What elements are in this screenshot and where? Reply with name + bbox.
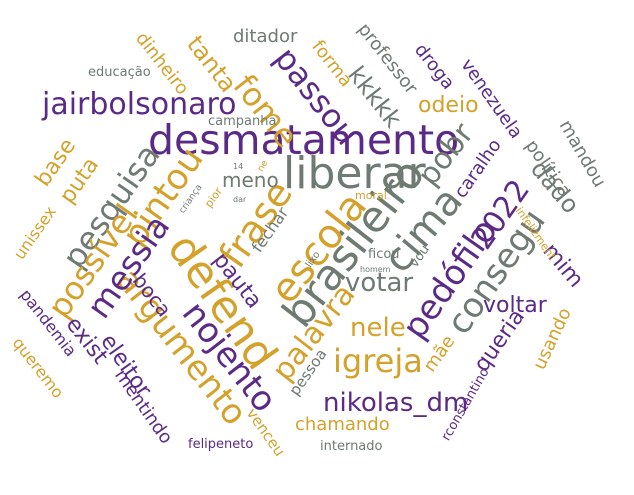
word-liberar: liberar [283,148,426,199]
word-voltar: voltar [483,293,547,318]
word-nele: nele [350,313,406,343]
word-14: 14 [233,162,244,171]
word-ficou: ficou [368,247,400,262]
word-pior: pior [202,185,226,210]
word-votar: votar [345,268,414,298]
word-unissex: unissex [9,202,60,263]
word-moral: moral [355,189,387,202]
word-campanha: campanha [208,114,277,129]
word-felipeneto: felipeneto [188,437,254,452]
word-chamando: chamando [295,414,390,435]
word-dar: dar [233,195,247,204]
word-nikolas_dm: nikolas_dm [323,388,469,418]
word-homem: homem [360,265,391,274]
word-odeio: odeio [418,93,479,118]
word-educacao: educação [88,65,151,80]
word-internado: internado [320,439,383,454]
word-igreja: igreja [333,342,423,380]
word-jairbolsonaro: jairbolsonaro [42,87,237,122]
word-desmatamento: desmatamento [148,116,460,164]
word-meno: meno [222,168,279,192]
word-ditador: ditador [233,26,298,47]
